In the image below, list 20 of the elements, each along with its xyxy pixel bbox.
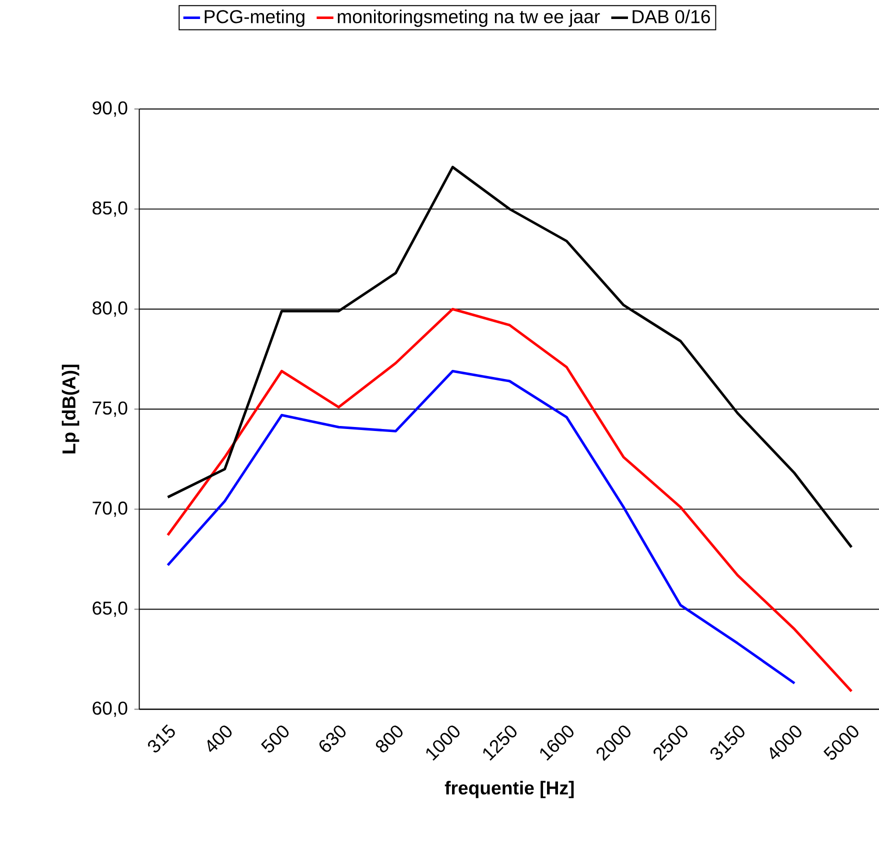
- line-series: [166, 166, 853, 549]
- x-tick-label: 315: [148, 724, 175, 752]
- y-tick-label: 65,0: [92, 602, 128, 617]
- legend-label: PCG-meting: [204, 10, 304, 27]
- y-tick-label: 60,0: [92, 702, 128, 717]
- line-series: [166, 308, 853, 693]
- legend-label: monitoringsmeting na tw ee jaar: [338, 10, 600, 27]
- x-tick-label: 400: [207, 726, 232, 752]
- x-tick-label: 630: [319, 726, 346, 752]
- y-tick-label: 80,0: [92, 301, 128, 317]
- line-series: [166, 370, 796, 685]
- x-axis-title: frequentie [Hz]: [444, 780, 574, 798]
- y-tick-label: 90,0: [92, 101, 128, 117]
- y-tick-label: 75,0: [92, 402, 128, 417]
- y-tick-label: 85,0: [92, 201, 128, 217]
- x-tick-label: 500: [261, 726, 289, 752]
- y-axis-title: Lp [dB(A)]: [62, 364, 80, 454]
- x-tick-label: 800: [376, 726, 403, 752]
- legend-label: DAB 0/16: [632, 10, 710, 24]
- y-tick-label: 70,0: [92, 502, 128, 517]
